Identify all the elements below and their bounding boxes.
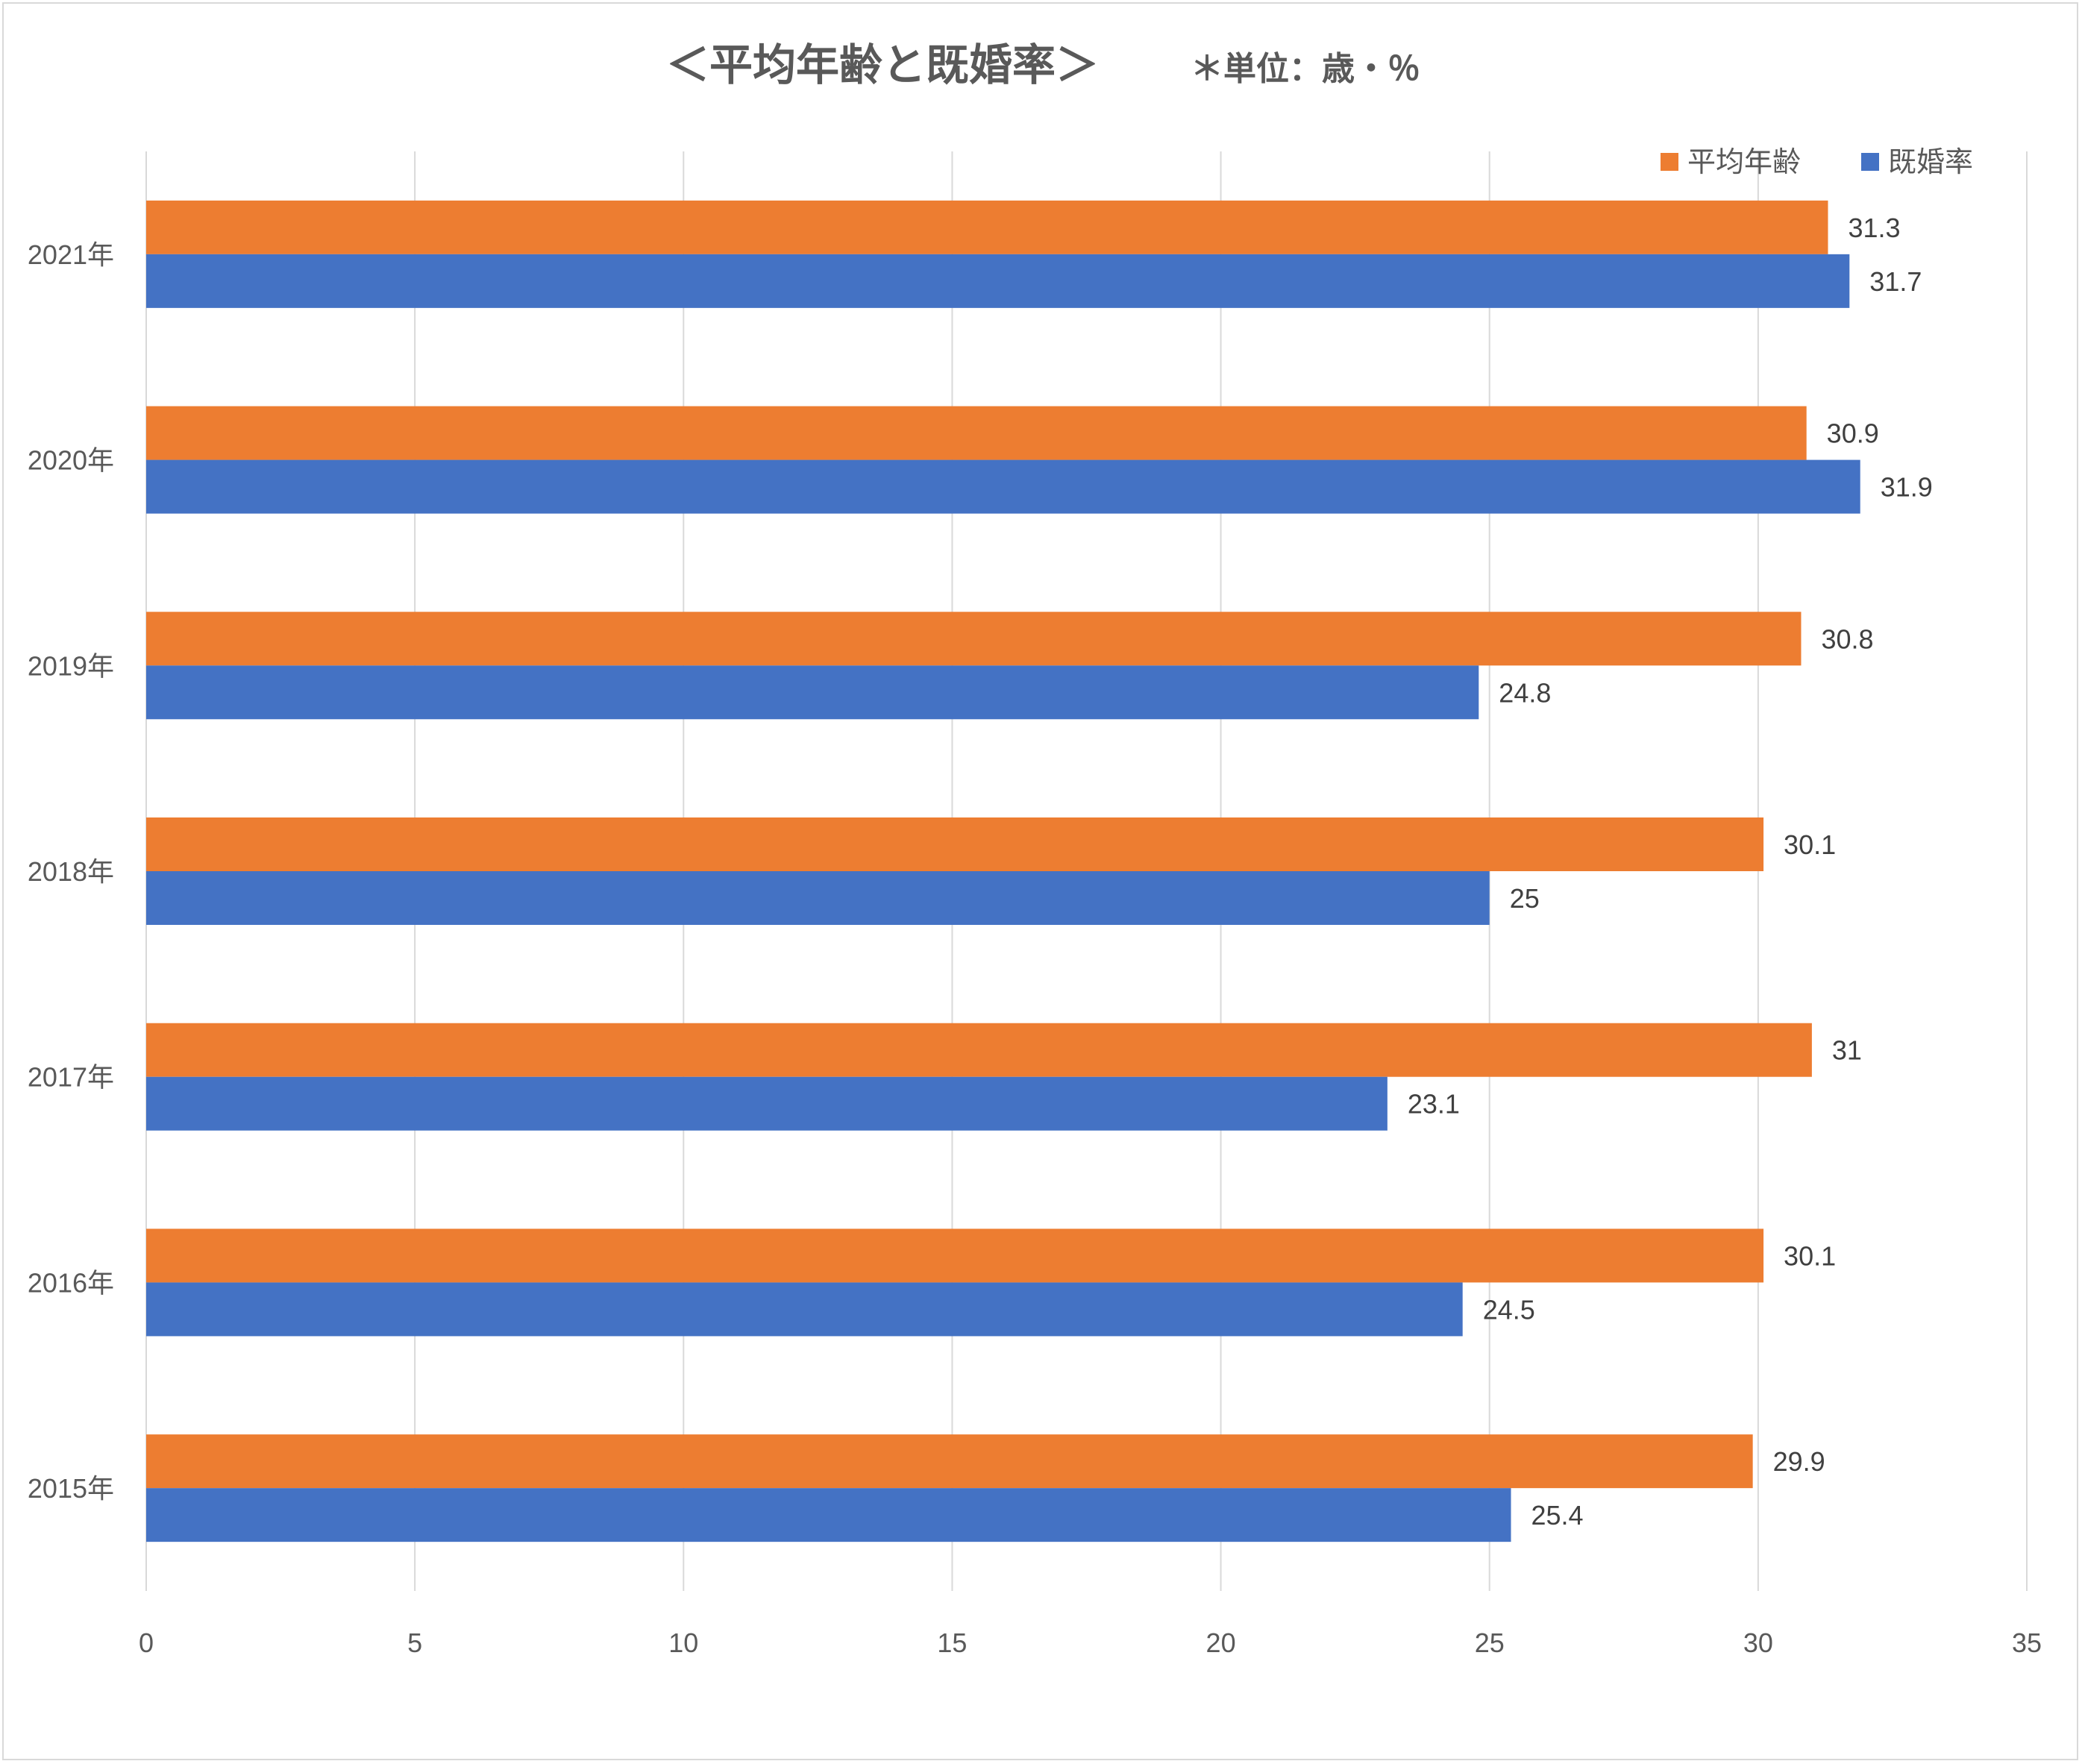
bar-avg-age [146, 1023, 1812, 1077]
bar-avg-age [146, 817, 1764, 871]
bar-married-rate [146, 1282, 1463, 1337]
bar-married-rate [146, 1076, 1388, 1131]
x-tick-label: 35 [2012, 1628, 2042, 1658]
data-label: 31.9 [1881, 472, 1933, 503]
x-tick-label: 25 [1475, 1628, 1505, 1658]
bar-avg-age [146, 612, 1802, 666]
x-tick-label: 0 [139, 1628, 154, 1658]
data-label: 25.4 [1531, 1500, 1584, 1531]
data-label: 24.8 [1499, 677, 1551, 708]
bars [146, 200, 1860, 1542]
data-label: 30.8 [1821, 624, 1873, 654]
bar-married-rate [146, 665, 1479, 720]
x-tick-label: 15 [937, 1628, 967, 1658]
y-tick-label: 2020年 [28, 445, 114, 476]
data-labels: 31.3 31.7 30.931.9 30.8 24.8 30.1 25 31 23.1 30.1… [1408, 213, 1933, 1531]
legend-label: 平均年齢 [1687, 145, 1801, 178]
bar-avg-age [146, 1228, 1764, 1283]
category-axis: 2021年 2020年 2019年 2018年 2017年 2016年 2015年 [28, 239, 114, 1504]
data-label: 24.5 [1483, 1294, 1535, 1325]
chart-title: ＜平均年齢と既婚率＞ [666, 40, 1099, 90]
y-tick-label: 2016年 [28, 1267, 114, 1298]
data-label: 30.9 [1827, 418, 1879, 449]
data-label: 25 [1510, 883, 1540, 914]
x-tick-label: 5 [407, 1628, 422, 1658]
y-tick-label: 2018年 [28, 856, 114, 887]
bar-married-rate [146, 1488, 1511, 1542]
x-tick-label: 20 [1206, 1628, 1236, 1658]
chart-subtitle: ＊単位：歳・％ [1191, 50, 1420, 88]
x-tick-label: 30 [1743, 1628, 1773, 1658]
bar-married-rate [146, 254, 1850, 308]
legend-swatch [1661, 153, 1678, 171]
y-tick-label: 2019年 [28, 650, 114, 681]
x-tick-label: 10 [668, 1628, 698, 1658]
legend-label: 既婚率 [1888, 145, 1973, 178]
data-label: 30.1 [1784, 1240, 1836, 1271]
value-axis: 0 5 10 15 20 25 30 35 [139, 1628, 2042, 1658]
bar-married-rate [146, 459, 1860, 514]
data-label: 31 [1832, 1035, 1862, 1066]
bar-avg-age [146, 200, 1828, 254]
bar-avg-age [146, 406, 1807, 460]
data-label: 23.1 [1408, 1089, 1460, 1120]
y-tick-label: 2021年 [28, 239, 114, 270]
data-label: 31.3 [1848, 213, 1900, 243]
data-label: 30.1 [1784, 829, 1836, 860]
bar-avg-age [146, 1434, 1753, 1489]
y-tick-label: 2015年 [28, 1473, 114, 1504]
y-tick-label: 2017年 [28, 1062, 114, 1093]
legend: 平均年齢 既婚率 [1661, 145, 1973, 178]
data-label: 29.9 [1773, 1446, 1825, 1477]
data-label: 31.7 [1869, 266, 1922, 297]
bar-married-rate [146, 871, 1490, 925]
legend-swatch [1861, 153, 1879, 171]
